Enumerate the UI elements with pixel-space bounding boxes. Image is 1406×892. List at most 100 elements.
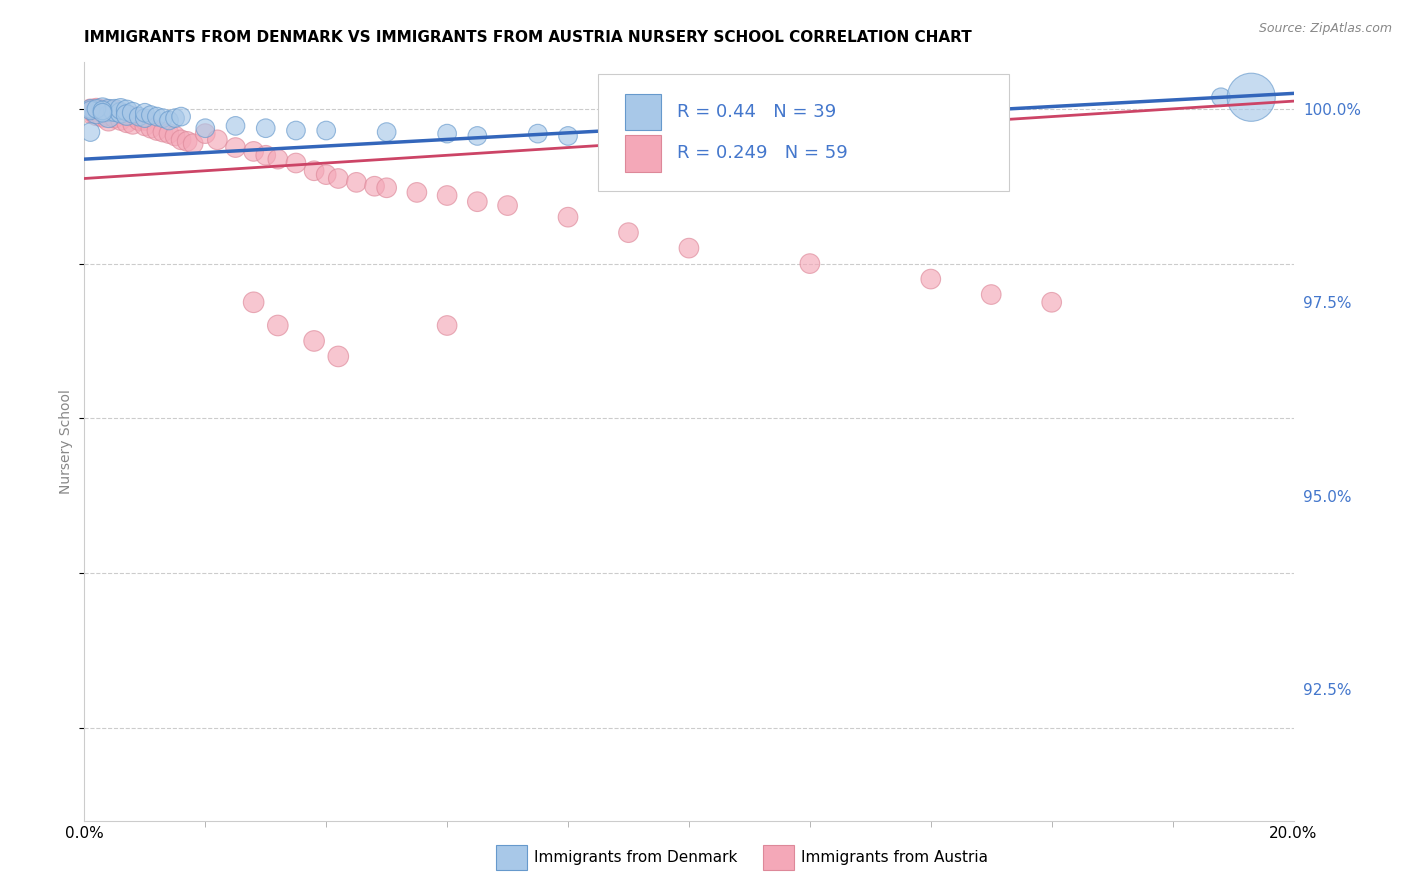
Point — [302, 163, 325, 178]
Point — [242, 145, 264, 159]
Point — [110, 113, 132, 128]
Point — [128, 110, 150, 124]
Point — [121, 117, 143, 131]
Point — [104, 103, 127, 118]
Text: Immigrants from Denmark: Immigrants from Denmark — [534, 850, 738, 864]
Point — [315, 168, 337, 182]
Point — [176, 134, 198, 148]
Point — [91, 103, 114, 118]
Point — [97, 103, 120, 118]
Point — [242, 295, 264, 310]
Point — [799, 257, 821, 271]
Point — [128, 113, 150, 128]
Point — [79, 105, 101, 120]
Point — [91, 110, 114, 124]
Point — [157, 113, 180, 128]
Point — [207, 133, 229, 147]
Point — [86, 103, 108, 118]
Point — [86, 105, 108, 120]
Point — [170, 133, 193, 147]
Point — [267, 318, 290, 333]
Point — [91, 102, 114, 116]
Point — [139, 108, 162, 122]
Text: R = 0.44   N = 39: R = 0.44 N = 39 — [676, 103, 837, 120]
Point — [134, 105, 156, 120]
Point — [165, 111, 187, 125]
Point — [134, 113, 156, 128]
Point — [79, 102, 101, 116]
Point — [91, 105, 114, 120]
Point — [436, 188, 458, 202]
Bar — [624, 94, 661, 130]
Point — [115, 116, 138, 130]
Point — [1209, 90, 1232, 104]
Point — [79, 125, 101, 139]
Point — [315, 123, 337, 137]
Point — [146, 110, 169, 124]
Text: R = 0.249   N = 59: R = 0.249 N = 59 — [676, 145, 848, 162]
Point — [920, 272, 942, 286]
Point — [165, 128, 187, 143]
Point — [97, 110, 120, 124]
Point — [121, 105, 143, 120]
Point — [194, 121, 217, 136]
Point — [1040, 295, 1063, 310]
Point — [115, 108, 138, 122]
Bar — [624, 136, 661, 171]
Point — [254, 148, 277, 162]
Point — [527, 127, 550, 141]
Point — [146, 123, 169, 137]
Point — [86, 102, 108, 116]
Point — [97, 108, 120, 122]
Point — [617, 125, 640, 139]
Y-axis label: Nursery School: Nursery School — [59, 389, 73, 494]
Point — [285, 123, 308, 137]
Text: Source: ZipAtlas.com: Source: ZipAtlas.com — [1258, 22, 1392, 36]
Point — [97, 103, 120, 118]
Point — [406, 186, 429, 200]
Point — [91, 103, 114, 118]
Point — [375, 181, 398, 195]
Point — [79, 102, 101, 116]
Point — [225, 140, 247, 154]
Point — [1240, 90, 1263, 104]
Point — [328, 171, 350, 186]
Point — [79, 103, 101, 118]
Point — [86, 108, 108, 122]
Point — [328, 350, 350, 364]
Point — [285, 156, 308, 170]
Point — [115, 108, 138, 122]
Point — [79, 103, 101, 118]
Point — [104, 103, 127, 118]
Point — [139, 121, 162, 136]
Point — [170, 110, 193, 124]
Point — [115, 103, 138, 118]
Point — [225, 119, 247, 133]
Point — [121, 110, 143, 124]
Point — [110, 105, 132, 120]
Point — [194, 127, 217, 141]
Point — [152, 125, 174, 139]
Point — [557, 210, 579, 224]
Point — [557, 128, 579, 143]
Point — [467, 128, 489, 143]
Point — [267, 152, 290, 166]
Point — [134, 119, 156, 133]
Point — [97, 113, 120, 128]
Point — [110, 102, 132, 116]
Point — [496, 198, 519, 212]
FancyBboxPatch shape — [599, 74, 1010, 191]
Point — [152, 111, 174, 125]
Point — [181, 136, 204, 151]
Point — [617, 226, 640, 240]
Point — [375, 125, 398, 139]
Point — [110, 105, 132, 120]
Point — [436, 127, 458, 141]
Point — [678, 127, 700, 141]
Point — [467, 194, 489, 209]
Point — [980, 287, 1002, 301]
Point — [157, 127, 180, 141]
Point — [346, 175, 368, 189]
Point — [104, 111, 127, 125]
Point — [363, 179, 385, 194]
